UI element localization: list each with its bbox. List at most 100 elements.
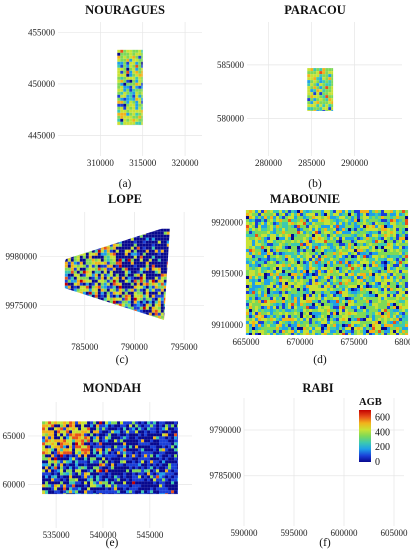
raster-cell (294, 285, 297, 288)
raster-cell (333, 222, 336, 225)
raster-cell (279, 213, 282, 216)
raster-cell (378, 222, 381, 225)
raster-cell (255, 213, 258, 216)
raster-cell (138, 460, 142, 464)
raster-cell (381, 324, 384, 327)
raster-cell (109, 294, 113, 298)
raster-cell (160, 243, 164, 247)
raster-cell (108, 430, 112, 434)
raster-cell (132, 463, 136, 467)
raster-cell (126, 448, 130, 452)
raster-cell (348, 240, 351, 243)
raster-cell (132, 97, 136, 101)
raster-cell (72, 463, 76, 467)
raster-cell (327, 261, 330, 264)
raster-cell (307, 68, 311, 72)
raster-cell (168, 457, 172, 461)
raster-cell (282, 312, 285, 315)
raster-cell (291, 330, 294, 333)
raster-cell (111, 475, 115, 479)
raster-cell (99, 460, 103, 464)
raster-cell (282, 300, 285, 303)
raster-cell (396, 312, 399, 315)
raster-cell (369, 291, 372, 294)
y-tick-label: 9920000 (212, 217, 244, 227)
raster-cell (78, 466, 82, 470)
raster-cell (288, 264, 291, 267)
raster-cell (105, 427, 109, 431)
raster-cell (327, 222, 330, 225)
raster-cell (405, 318, 408, 321)
raster-cell (322, 110, 326, 111)
raster-cell (99, 421, 103, 425)
raster-cell (249, 300, 252, 303)
raster-cell (258, 270, 261, 273)
raster-cell (276, 228, 279, 231)
raster-cell (322, 101, 326, 105)
raster-cell (307, 101, 311, 105)
raster-cell (142, 243, 146, 247)
raster-cell (303, 330, 306, 333)
raster-cell (145, 285, 149, 289)
raster-cell (348, 252, 351, 255)
raster-cell (97, 297, 101, 301)
raster-cell (328, 95, 332, 99)
raster-cell (130, 279, 134, 283)
raster-cell (151, 294, 155, 298)
raster-cell (387, 306, 390, 309)
raster-cell (399, 258, 402, 261)
raster-cell (127, 255, 131, 259)
raster-cell (264, 318, 267, 321)
raster-cell (387, 279, 390, 282)
raster-cell (160, 288, 164, 292)
raster-cell (100, 249, 104, 253)
raster-cell (127, 303, 131, 307)
raster-cell (153, 430, 157, 434)
raster-cell (312, 279, 315, 282)
raster-cell (351, 243, 354, 246)
raster-cell (160, 264, 164, 268)
raster-cell (321, 240, 324, 243)
raster-cell (378, 258, 381, 261)
raster-cell (141, 466, 145, 470)
raster-cell (166, 234, 170, 238)
raster-cell (111, 424, 115, 428)
raster-cell (309, 324, 312, 327)
raster-cell (315, 315, 318, 318)
raster-cell (399, 306, 402, 309)
raster-cell (94, 249, 98, 253)
raster-cell (85, 252, 89, 256)
raster-cell (399, 243, 402, 246)
raster-cell (339, 264, 342, 267)
raster-cell (112, 258, 116, 262)
raster-cell (255, 297, 258, 300)
raster-cell (79, 264, 83, 268)
raster-cell (145, 279, 149, 283)
raster-cell (136, 294, 140, 298)
raster-cell (156, 451, 160, 455)
raster-cell (130, 291, 134, 295)
raster-cell (315, 306, 318, 309)
raster-cell (372, 282, 375, 285)
raster-cell (354, 282, 357, 285)
raster-cell (348, 297, 351, 300)
raster-cell (138, 121, 142, 125)
raster-cell (100, 279, 104, 283)
raster-cell (351, 333, 354, 335)
raster-cell (51, 445, 55, 449)
raster-cell (312, 306, 315, 309)
raster-cell (151, 237, 155, 241)
raster-cell (270, 285, 273, 288)
raster-cell (97, 252, 101, 256)
raster-cell (276, 240, 279, 243)
raster-cell (366, 222, 369, 225)
raster-cell (405, 222, 408, 225)
raster-cell (139, 285, 143, 289)
raster-cell (303, 246, 306, 249)
raster-cell (384, 249, 387, 252)
raster-cell (372, 333, 375, 335)
raster-cell (369, 240, 372, 243)
raster-cell (166, 243, 170, 247)
raster-cell (99, 472, 103, 476)
raster-cell (360, 321, 363, 324)
